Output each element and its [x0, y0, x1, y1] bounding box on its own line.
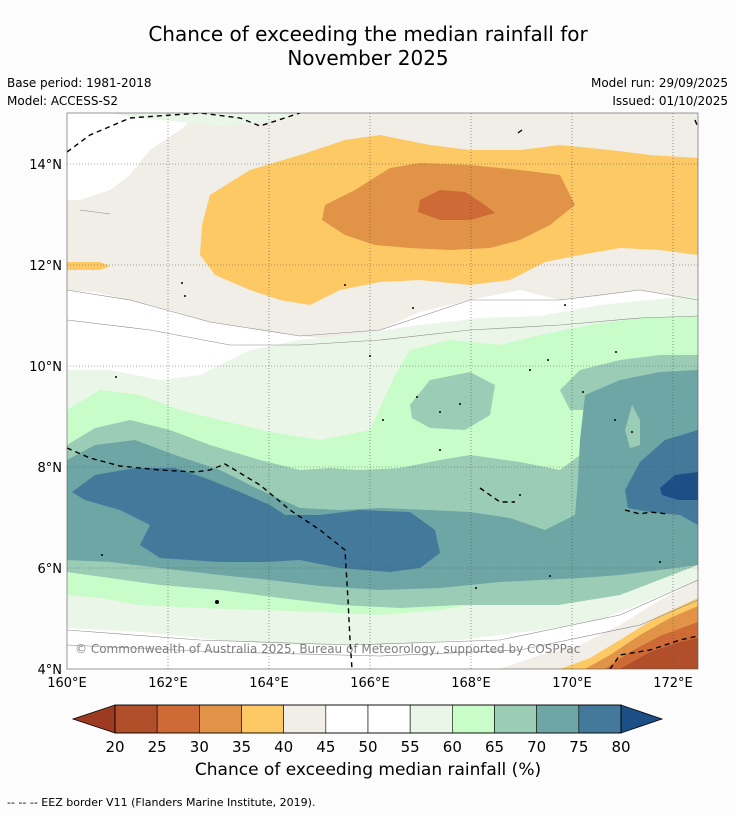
- contour-south-white: [67, 580, 698, 669]
- y-tick-8n: 8°N: [38, 461, 63, 476]
- rainfall-map: © Commonwealth of Australia 2025, Bureau…: [67, 113, 698, 669]
- colorbar-label: Chance of exceeding median rainfall (%): [194, 760, 542, 780]
- colorbar-cell: [199, 704, 242, 734]
- colorbar-cell: [452, 704, 495, 734]
- gridlines: [67, 113, 698, 669]
- colorbar-tick-label: 35: [232, 738, 251, 756]
- meta-left: Base period: 1981-2018 Model: ACCESS-S2: [7, 74, 152, 110]
- colorbar-cell: [156, 704, 200, 734]
- colorbar-cells: [114, 704, 622, 734]
- colorbar-ticks: 20 25 30 35 40 45 50 55 60 65 70 75 80: [105, 738, 630, 756]
- y-axis: 14°N 12°N 10°N 8°N 6°N 4°N: [29, 158, 62, 678]
- x-tick-166e: 166°E: [350, 676, 390, 691]
- x-tick-170e: 170°E: [552, 676, 592, 691]
- colorbar-tick-label: 75: [569, 738, 588, 756]
- colorbar-cell: [283, 704, 327, 734]
- title-line-1: Chance of exceeding the median rainfall …: [148, 22, 588, 46]
- x-tick-164e: 164°E: [249, 676, 289, 691]
- contour-65-70-island: [410, 372, 495, 430]
- colorbar-tick-label: 50: [358, 738, 377, 756]
- title-line-2: November 2025: [287, 46, 449, 70]
- islands: [101, 282, 661, 604]
- colorbar-cell: [367, 704, 411, 734]
- colorbar-tick-label: 20: [105, 738, 124, 756]
- colorbar-cell: [494, 704, 537, 734]
- colorbar-tick-label: 40: [274, 738, 293, 756]
- colorbar-tick-label: 65: [485, 738, 504, 756]
- contour-75-80: [72, 468, 440, 572]
- x-tick-160e: 160°E: [47, 676, 87, 691]
- contour-45-50-pocket: [67, 113, 200, 200]
- colorbar-tick-label: 30: [190, 738, 209, 756]
- colorbar-tick-label: 25: [148, 738, 167, 756]
- contour-75-80-east: [625, 430, 698, 525]
- y-tick-12n: 12°N: [29, 259, 62, 274]
- colorbar-cell: [325, 704, 369, 734]
- colorbar: 20 25 30 35 40 45 50 55 60 65 70 75 80: [71, 704, 664, 756]
- y-tick-6n: 6°N: [38, 562, 63, 577]
- x-tick-162e: 162°E: [148, 676, 188, 691]
- meta-right: Model run: 29/09/2025 Issued: 01/10/2025: [591, 74, 728, 110]
- colorbar-tick-label: 55: [401, 738, 420, 756]
- chart-title: Chance of exceeding the median rainfall …: [0, 22, 736, 70]
- colorbar-cell: [578, 704, 622, 734]
- eez-border: [67, 113, 698, 669]
- copyright-notice: © Commonwealth of Australia 2025, Bureau…: [75, 642, 580, 656]
- contour-above-80: [660, 472, 698, 500]
- contour-35-40-west: [67, 262, 110, 270]
- model-run: Model run: 29/09/2025: [590, 76, 728, 90]
- map-figure: © Commonwealth of Australia 2025, Bureau…: [29, 112, 699, 756]
- map-frame: [66, 112, 699, 670]
- colorbar-frame: [114, 704, 622, 734]
- colorbar-cell: [114, 704, 158, 734]
- contour-lines: [67, 209, 698, 657]
- eez-legend-note: -- -- -- EEZ border V11 (Flanders Marine…: [7, 796, 316, 809]
- y-tick-4n: 4°N: [38, 663, 63, 678]
- contour-25-30: [418, 190, 495, 220]
- model-name: Model: ACCESS-S2: [7, 94, 119, 108]
- colorbar-tick-label: 45: [316, 738, 335, 756]
- x-axis: 160°E 162°E 164°E 166°E 168°E 170°E 172°…: [47, 676, 693, 691]
- colorbar-high-arrow: [620, 704, 664, 734]
- colorbar-low-arrow: [71, 704, 116, 734]
- contour-south-red: [620, 638, 698, 669]
- colorbar-tick-label: 70: [527, 738, 546, 756]
- colorbar-cell: [409, 704, 453, 734]
- colorbar-tick-label: 80: [611, 738, 630, 756]
- x-tick-172e: 172°E: [653, 676, 693, 691]
- base-period: Base period: 1981-2018: [7, 76, 152, 90]
- colorbar-cell: [536, 704, 580, 734]
- colorbar-tick-label: 60: [443, 738, 462, 756]
- contour-light-island: [625, 405, 640, 448]
- y-tick-10n: 10°N: [29, 360, 62, 375]
- y-tick-14n: 14°N: [29, 158, 62, 173]
- colorbar-cell: [241, 704, 284, 734]
- x-tick-168e: 168°E: [451, 676, 491, 691]
- issued-date: Issued: 01/10/2025: [612, 94, 728, 108]
